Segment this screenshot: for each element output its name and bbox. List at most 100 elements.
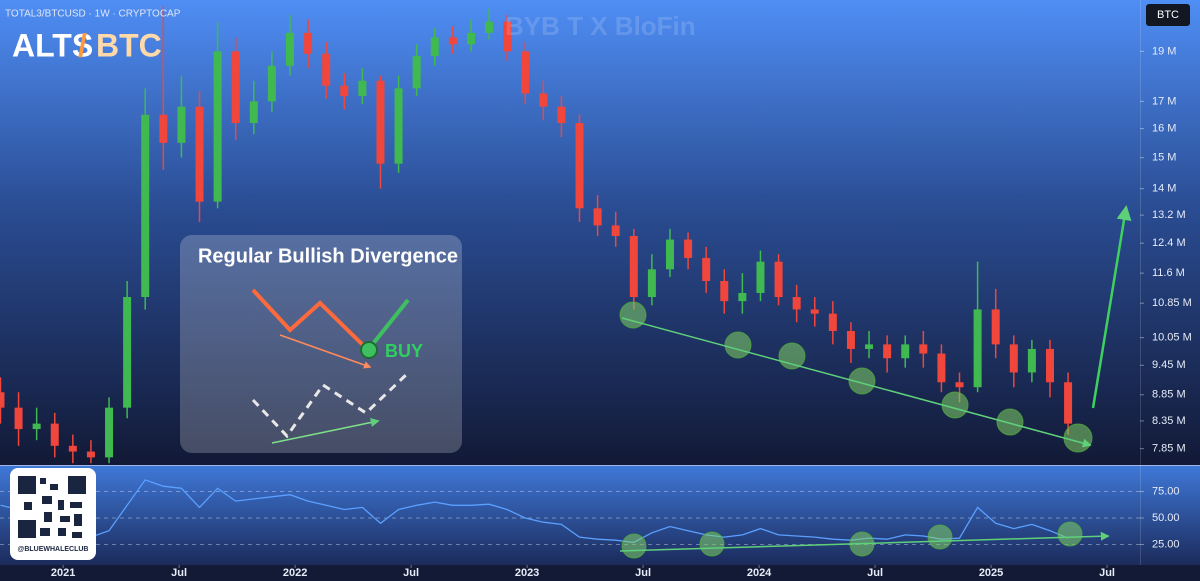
marker xyxy=(699,531,725,557)
candle-body xyxy=(792,297,801,310)
qr-pattern xyxy=(18,476,86,538)
candle-body xyxy=(0,392,5,408)
price-divergence xyxy=(251,288,370,352)
marker xyxy=(848,367,876,395)
y-tick-label: 9.45 M xyxy=(1152,359,1186,371)
breakout-arrow xyxy=(1091,205,1132,409)
main-pane xyxy=(0,0,1200,465)
x-tick-label: Jul xyxy=(867,567,883,579)
candle-body xyxy=(883,344,892,359)
y-tick-label: 10.85 M xyxy=(1152,297,1192,309)
marker xyxy=(996,408,1024,436)
candle-body xyxy=(738,292,747,302)
marker xyxy=(941,391,969,419)
x-tick-label: Jul xyxy=(403,567,419,579)
candle-body xyxy=(539,93,548,107)
candle-body xyxy=(810,309,819,314)
badge-box xyxy=(1146,4,1190,26)
x-tick-label: Jul xyxy=(635,567,651,579)
time-axis xyxy=(0,565,1200,581)
marker xyxy=(619,301,647,329)
candle-body xyxy=(466,32,475,45)
candle-body xyxy=(774,261,783,298)
y-tick-label: 15 M xyxy=(1152,152,1176,164)
candle-body xyxy=(756,261,765,293)
box-bg xyxy=(180,235,462,453)
watermark: BYB T X BloFin xyxy=(505,11,696,41)
candle-body xyxy=(123,297,132,408)
candle-body xyxy=(159,114,168,143)
candle-body xyxy=(322,53,331,86)
candle-body xyxy=(865,344,874,349)
marker xyxy=(621,533,647,559)
divergence-box: Regular Bullish Divergence BUY xyxy=(180,235,462,453)
candle-body xyxy=(720,280,729,302)
qr-badge: @BLUEWHALECLUB xyxy=(10,468,96,560)
candle-body xyxy=(919,344,928,354)
candle-body xyxy=(14,407,23,430)
handle: @BLUEWHALECLUB xyxy=(18,546,89,553)
candle-body xyxy=(141,114,150,298)
y-tick-label: 75.00 xyxy=(1152,485,1180,497)
candle-body xyxy=(503,21,512,52)
symbol-info: TOTAL3/BTCUSD · 1W · CRYPTOCAP xyxy=(5,9,181,20)
buy-dot xyxy=(360,341,378,359)
y-tick-label: 11.6 M xyxy=(1152,267,1185,279)
candle-body xyxy=(611,225,620,236)
candle-body xyxy=(485,21,494,33)
y-tick-label: 13.2 M xyxy=(1152,209,1186,221)
candle-body xyxy=(1064,382,1073,424)
y-tick-label: 50.00 xyxy=(1152,512,1180,524)
alts-label: ALTS xyxy=(12,27,93,63)
rsi-pane xyxy=(0,466,1200,566)
candle-body xyxy=(448,37,457,45)
price-rebound xyxy=(366,298,410,352)
marker xyxy=(724,331,752,359)
candle-body xyxy=(412,56,421,89)
candle-body xyxy=(249,101,258,124)
candle-body xyxy=(521,51,530,94)
candle-body xyxy=(846,330,855,349)
candle-body xyxy=(991,309,1000,345)
candle-body xyxy=(665,239,674,270)
box-title: Regular Bullish Divergence xyxy=(198,245,458,267)
marker xyxy=(1063,423,1093,453)
candle-body xyxy=(32,423,41,430)
marker xyxy=(1057,521,1083,547)
x-tick-label: 2022 xyxy=(283,567,307,579)
y-tick-label: 7.85 M xyxy=(1152,443,1186,455)
price-trend xyxy=(279,334,372,369)
candle-body xyxy=(702,257,711,281)
candle-body xyxy=(340,85,349,97)
y-tick-label: 10.05 M xyxy=(1152,332,1192,344)
plot: 19 M 17 M 16 M 15 M 14 M 13.2 M 12.4 M 11.6 M 10… xyxy=(0,6,1192,579)
candle-body xyxy=(557,106,566,124)
marker xyxy=(927,524,953,550)
y-tick-label: 8.35 M xyxy=(1152,415,1186,427)
x-tick-label: 2025 xyxy=(979,567,1003,579)
oscillator-trend xyxy=(271,418,380,444)
candle-body xyxy=(68,445,77,452)
y-tick-label: 17 M xyxy=(1152,95,1176,107)
candle-body xyxy=(1045,348,1054,383)
candle-body xyxy=(285,32,294,66)
x-tick-label: 2021 xyxy=(51,567,75,579)
candle-body xyxy=(231,51,240,124)
candle-body xyxy=(50,423,59,446)
x-tick-label: Jul xyxy=(171,567,187,579)
candle-body xyxy=(86,451,95,458)
candle-body xyxy=(177,106,186,143)
candle-body xyxy=(304,32,313,54)
candle-body xyxy=(267,65,276,102)
candle-body xyxy=(376,80,385,164)
candle-body xyxy=(430,37,439,57)
candle-body xyxy=(828,313,837,331)
candle-body xyxy=(195,106,204,202)
candle-body xyxy=(575,123,584,209)
candle-body xyxy=(593,208,602,226)
candle-body xyxy=(684,239,693,258)
x-tick-label: 2023 xyxy=(515,567,539,579)
candle-body xyxy=(901,344,910,359)
